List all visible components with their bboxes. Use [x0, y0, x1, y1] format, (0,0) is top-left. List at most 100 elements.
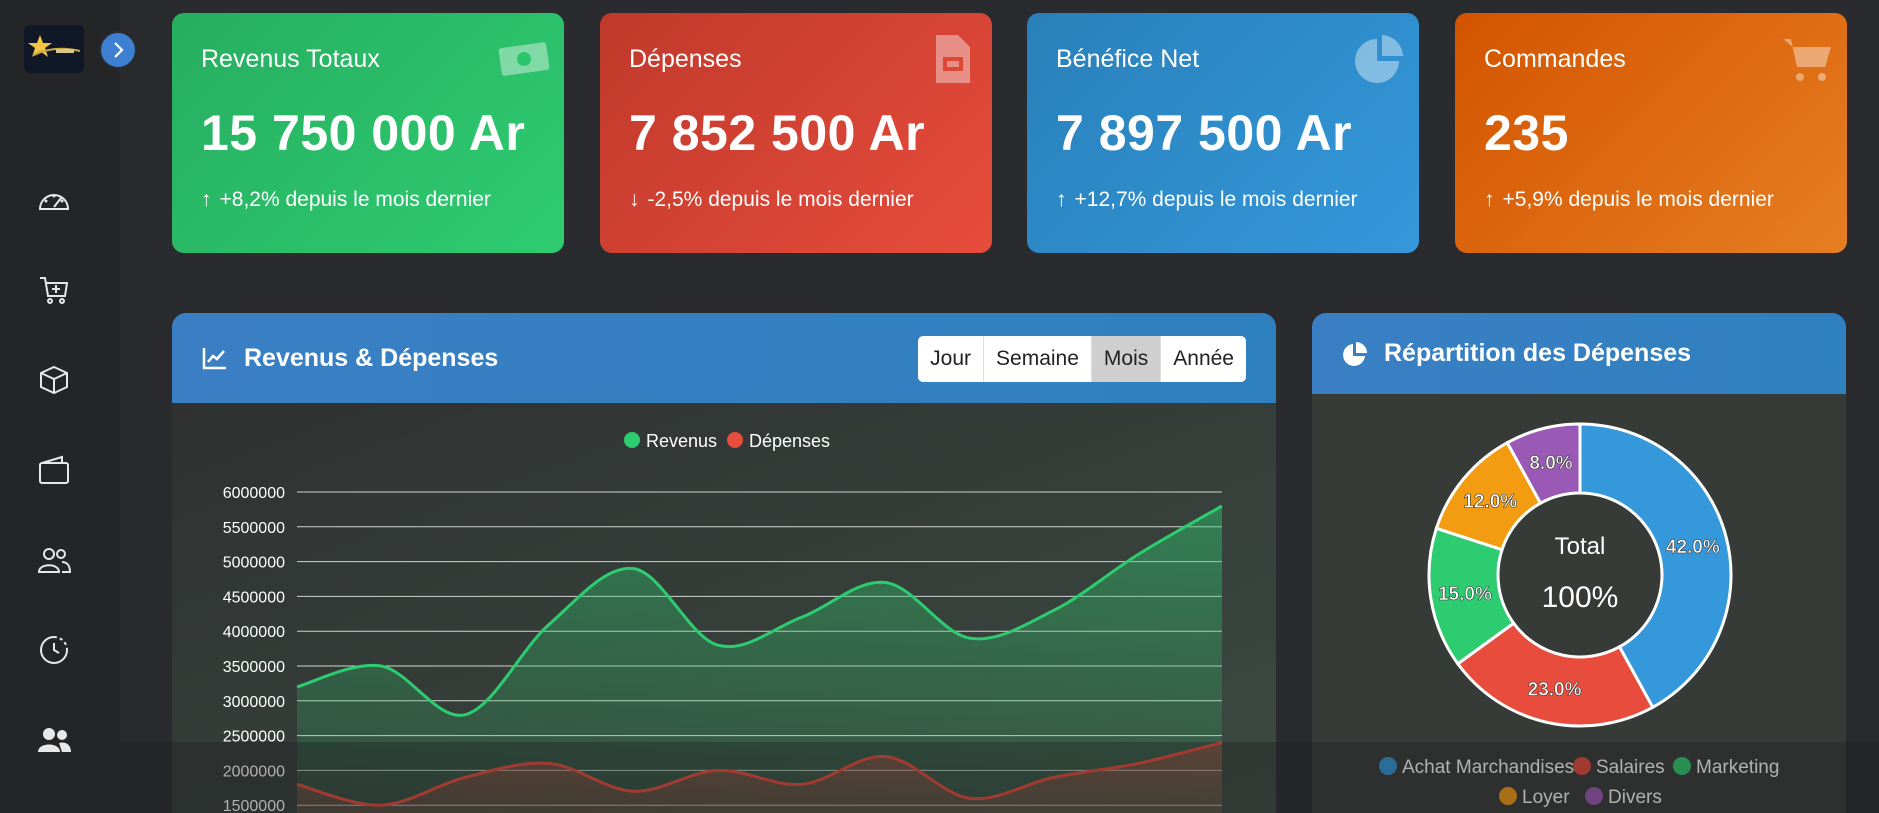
stat-card-revenue: Revenus Totaux 15 750 000 Ar ↑ +8,2% dep…: [172, 13, 564, 253]
panel-title: Répartition des Dépenses: [1384, 339, 1692, 367]
period-month-button[interactable]: Mois: [1091, 336, 1162, 382]
stat-title: Revenus Totaux: [201, 45, 380, 73]
pie-slice-label: 23.0%: [1528, 680, 1582, 701]
period-day-button[interactable]: Jour: [918, 336, 985, 382]
stat-value: 15 750 000 Ar: [201, 105, 526, 161]
legend-label[interactable]: Revenus: [646, 431, 717, 451]
legend-label[interactable]: Achat Marchandises: [1402, 757, 1574, 778]
arrow-down-icon: ↓: [629, 188, 640, 211]
stat-change: ↑ +12,7% depuis le mois dernier: [1056, 188, 1390, 212]
stat-card-net-profit: Bénéfice Net 7 897 500 Ar ↑ +12,7% depui…: [1027, 13, 1419, 253]
y-tick-label: 6000000: [223, 485, 285, 502]
wallet-icon: [39, 455, 69, 484]
pie-slice-label: 15.0%: [1438, 584, 1492, 605]
panel-title: Revenus & Dépenses: [244, 343, 499, 372]
nav-orders[interactable]: [36, 272, 72, 308]
pie-center-value: 100%: [1542, 581, 1619, 614]
legend-label[interactable]: Marketing: [1696, 757, 1779, 778]
y-tick-label: 5000000: [223, 555, 285, 572]
legend-swatch: [727, 432, 743, 448]
legend-swatch: [1379, 757, 1397, 775]
legend-swatch: [1673, 757, 1691, 775]
legend-label[interactable]: Salaires: [1596, 757, 1665, 778]
stat-value: 235: [1484, 105, 1569, 161]
revenue-expense-panel: Revenus & Dépenses Jour Semaine Mois Ann…: [172, 313, 1276, 813]
pie-center-label: Total: [1555, 533, 1606, 560]
period-selector: Jour Semaine Mois Année: [918, 336, 1246, 382]
stat-title: Dépenses: [629, 45, 742, 73]
team-icon: [38, 728, 71, 752]
chart-legend: Revenus Dépenses: [624, 431, 830, 451]
nav-team[interactable]: [36, 722, 72, 758]
y-tick-label: 4000000: [223, 624, 285, 641]
pie-slice[interactable]: [1505, 422, 1582, 506]
box-icon: [40, 365, 68, 395]
chevron-right-icon: [114, 42, 124, 58]
expense-distribution-panel: Répartition des Dépenses 42.0% 23.0% 15.0%…: [1312, 313, 1846, 813]
y-tick-label: 2500000: [223, 729, 285, 746]
stat-change: ↑ +5,9% depuis le mois dernier: [1484, 188, 1818, 212]
period-week-button[interactable]: Semaine: [984, 336, 1092, 382]
stat-change-text: +8,2% depuis le mois dernier: [219, 188, 491, 211]
expense-pie-chart: 42.0% 23.0% 15.0% 12.0% 8.0% Total 100% Achat M…: [1312, 394, 1846, 813]
legend-label[interactable]: Dépenses: [749, 431, 830, 451]
legend-label[interactable]: Divers: [1608, 787, 1662, 808]
app-logo[interactable]: [24, 25, 84, 73]
cart-icon: [1783, 39, 1831, 81]
legend-swatch: [1499, 787, 1517, 805]
legend-swatch: [1585, 787, 1603, 805]
users-icon: [37, 548, 71, 573]
stat-value: 7 852 500 Ar: [629, 105, 926, 161]
pie-slice[interactable]: [1455, 621, 1655, 728]
stat-change-text: +5,9% depuis le mois dernier: [1502, 188, 1774, 211]
nav-customers[interactable]: [36, 542, 72, 578]
legend-swatch: [624, 432, 640, 448]
stat-change: ↑ +8,2% depuis le mois dernier: [201, 188, 535, 212]
arrow-up-icon: ↑: [1484, 188, 1495, 211]
y-tick-label: 1500000: [223, 798, 285, 813]
sidebar-toggle-button[interactable]: [99, 31, 137, 69]
stat-title: Bénéfice Net: [1056, 45, 1200, 73]
cart-add-icon: [40, 277, 69, 304]
nav-wallet[interactable]: [36, 452, 72, 488]
line-chart-icon: [202, 348, 226, 370]
pie-legend: Achat Marchandises Salaires Marketing Loyer…: [1379, 757, 1779, 808]
invoice-icon: [936, 35, 970, 83]
history-icon: [40, 636, 68, 664]
panel-header: Revenus & Dépenses Jour Semaine Mois Ann…: [172, 313, 1276, 403]
y-tick-label: 5500000: [223, 520, 285, 537]
sidebar: [0, 0, 137, 813]
stat-change: ↓ -2,5% depuis le mois dernier: [629, 188, 963, 212]
pie-slice[interactable]: [1578, 422, 1733, 710]
y-tick-label: 3500000: [223, 659, 285, 676]
stat-change-text: +12,7% depuis le mois dernier: [1074, 188, 1358, 211]
legend-label[interactable]: Loyer: [1522, 787, 1570, 808]
pie-chart-icon: [1355, 35, 1403, 83]
series-area: [297, 505, 1222, 813]
series-area: [297, 742, 1222, 813]
pie-slice-label: 42.0%: [1666, 537, 1720, 558]
panel-header: Répartition des Dépenses: [1312, 313, 1846, 394]
legend-swatch: [1573, 757, 1591, 775]
stat-change-text: -2,5% depuis le mois dernier: [647, 188, 914, 211]
period-year-button[interactable]: Année: [1173, 347, 1234, 370]
stat-title: Commandes: [1484, 45, 1626, 73]
nav-history[interactable]: [36, 632, 72, 668]
y-tick-label: 3000000: [223, 694, 285, 711]
pie-chart-icon: [1343, 341, 1367, 366]
pie-slice-label: 8.0%: [1529, 453, 1572, 474]
money-icon: [498, 42, 550, 76]
nav-products[interactable]: [36, 362, 72, 398]
pie-slice-label: 12.0%: [1463, 492, 1517, 513]
series-line-revenue: [296, 504, 1223, 717]
nav-dashboard[interactable]: [36, 182, 72, 218]
stat-card-expenses: Dépenses 7 852 500 Ar ↓ -2,5% depuis le …: [600, 13, 992, 253]
y-tick-label: 4500000: [223, 589, 285, 606]
series-line-expense: [296, 741, 1223, 807]
stat-value: 7 897 500 Ar: [1056, 105, 1353, 161]
arrow-up-icon: ↑: [1056, 188, 1067, 211]
revenue-expense-chart: Revenus Dépenses 6000000 5500000 5000000 4500…: [172, 403, 1276, 813]
dashboard-icon: [38, 194, 70, 210]
y-tick-label: 2000000: [223, 763, 285, 780]
stat-card-orders: Commandes 235 ↑ +5,9% depuis le mois der…: [1455, 13, 1847, 253]
